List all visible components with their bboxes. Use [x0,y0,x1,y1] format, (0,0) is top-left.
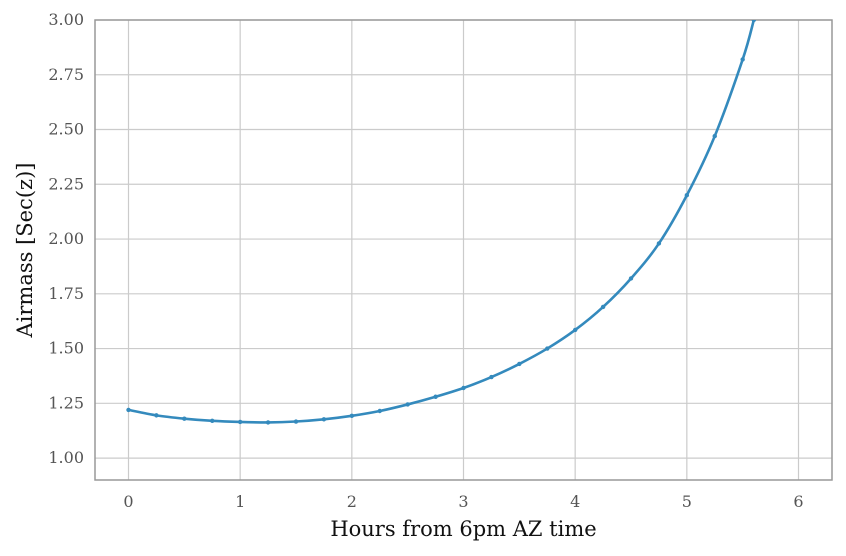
data-point [405,402,410,407]
y-tick-label: 3.00 [48,10,84,29]
y-tick-label: 2.00 [48,229,84,248]
data-point [684,193,690,198]
data-point [377,408,382,414]
series-layer [126,20,757,425]
y-tick-label: 1.75 [48,284,84,303]
data-point [461,385,466,391]
x-tick-label: 2 [347,492,357,511]
data-point [572,327,578,333]
y-axis-label: Airmass [Sec(z)] [13,163,37,339]
y-tick-label: 2.50 [48,120,84,139]
x-tick-labels: 0 1 2 3 4 5 6 [123,492,803,511]
x-tick-label: 4 [570,492,580,511]
plot-frame [94,19,833,481]
data-point [517,361,522,367]
y-tick-label: 1.25 [48,393,84,412]
y-tick-label: 2.25 [48,174,84,193]
data-point [656,241,662,246]
x-tick-label: 3 [458,492,468,511]
x-axis-label: Hours from 6pm AZ time [330,517,596,541]
data-point [545,346,550,351]
data-point [628,276,634,281]
series-line [128,20,756,424]
data-point [321,417,327,422]
data-point [712,133,717,139]
x-tick-label: 0 [123,492,133,511]
data-point [600,304,606,310]
y-tick-label: 1.00 [48,448,84,467]
data-point [433,394,438,399]
y-tick-label: 1.50 [48,339,84,358]
data-point [126,407,131,413]
data-point [293,419,299,424]
data-point [237,419,243,425]
data-point [751,20,757,23]
grid-lines [95,19,832,480]
data-point [154,413,159,418]
x-tick-label: 6 [793,492,803,511]
y-tick-label: 2.75 [48,65,84,84]
data-point [265,420,271,425]
x-tick-label: 1 [235,492,245,511]
x-tick-label: 5 [682,492,692,511]
data-point [349,413,355,419]
data-point [489,374,494,380]
data-point [182,416,187,421]
y-tick-labels: 1.00 1.25 1.50 1.75 2.00 2.25 2.50 2.75 3.00 [48,10,84,467]
data-point [740,57,745,62]
data-point [210,418,215,424]
